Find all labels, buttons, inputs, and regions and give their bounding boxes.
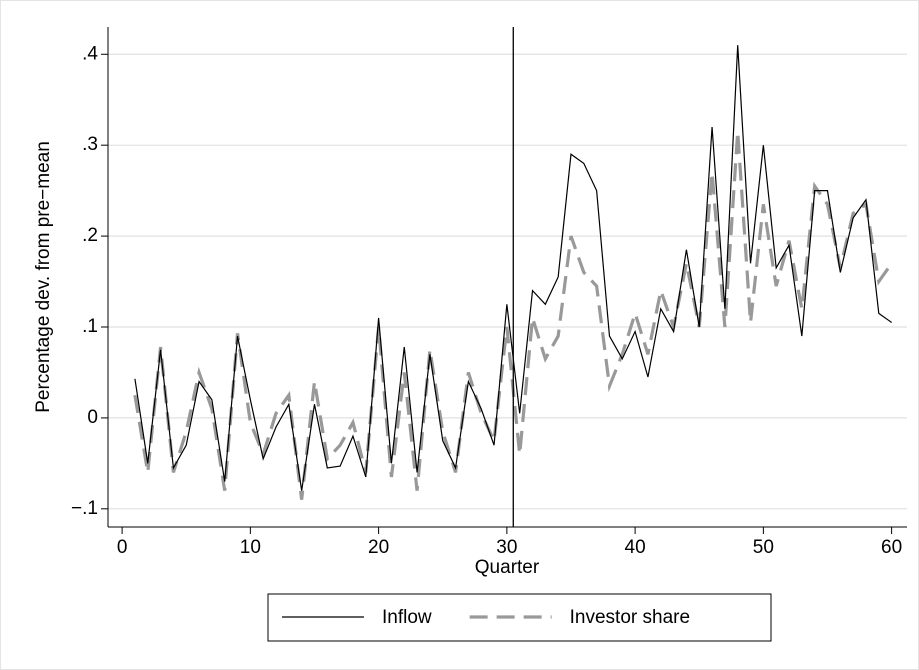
y-tick-label: .1 (82, 316, 98, 337)
x-tick-label: 30 (496, 537, 517, 558)
x-tick-label: 60 (881, 537, 902, 558)
x-tick-label: 10 (240, 537, 261, 558)
y-tick-label: −.1 (71, 498, 98, 519)
legend-label: Inflow (382, 607, 432, 628)
x-tick-label: 50 (753, 537, 774, 558)
y-axis-label: Percentage dev. from pre−mean (33, 141, 54, 413)
x-tick-label: 20 (368, 537, 389, 558)
legend-label: Investor share (570, 607, 690, 628)
y-tick-label: .3 (82, 134, 98, 155)
y-tick-label: 0 (87, 407, 98, 428)
y-tick-label: .4 (82, 43, 98, 64)
x-axis-label: Quarter (475, 557, 540, 578)
x-tick-label: 0 (117, 537, 128, 558)
x-tick-label: 40 (625, 537, 646, 558)
y-tick-label: .2 (82, 225, 98, 246)
